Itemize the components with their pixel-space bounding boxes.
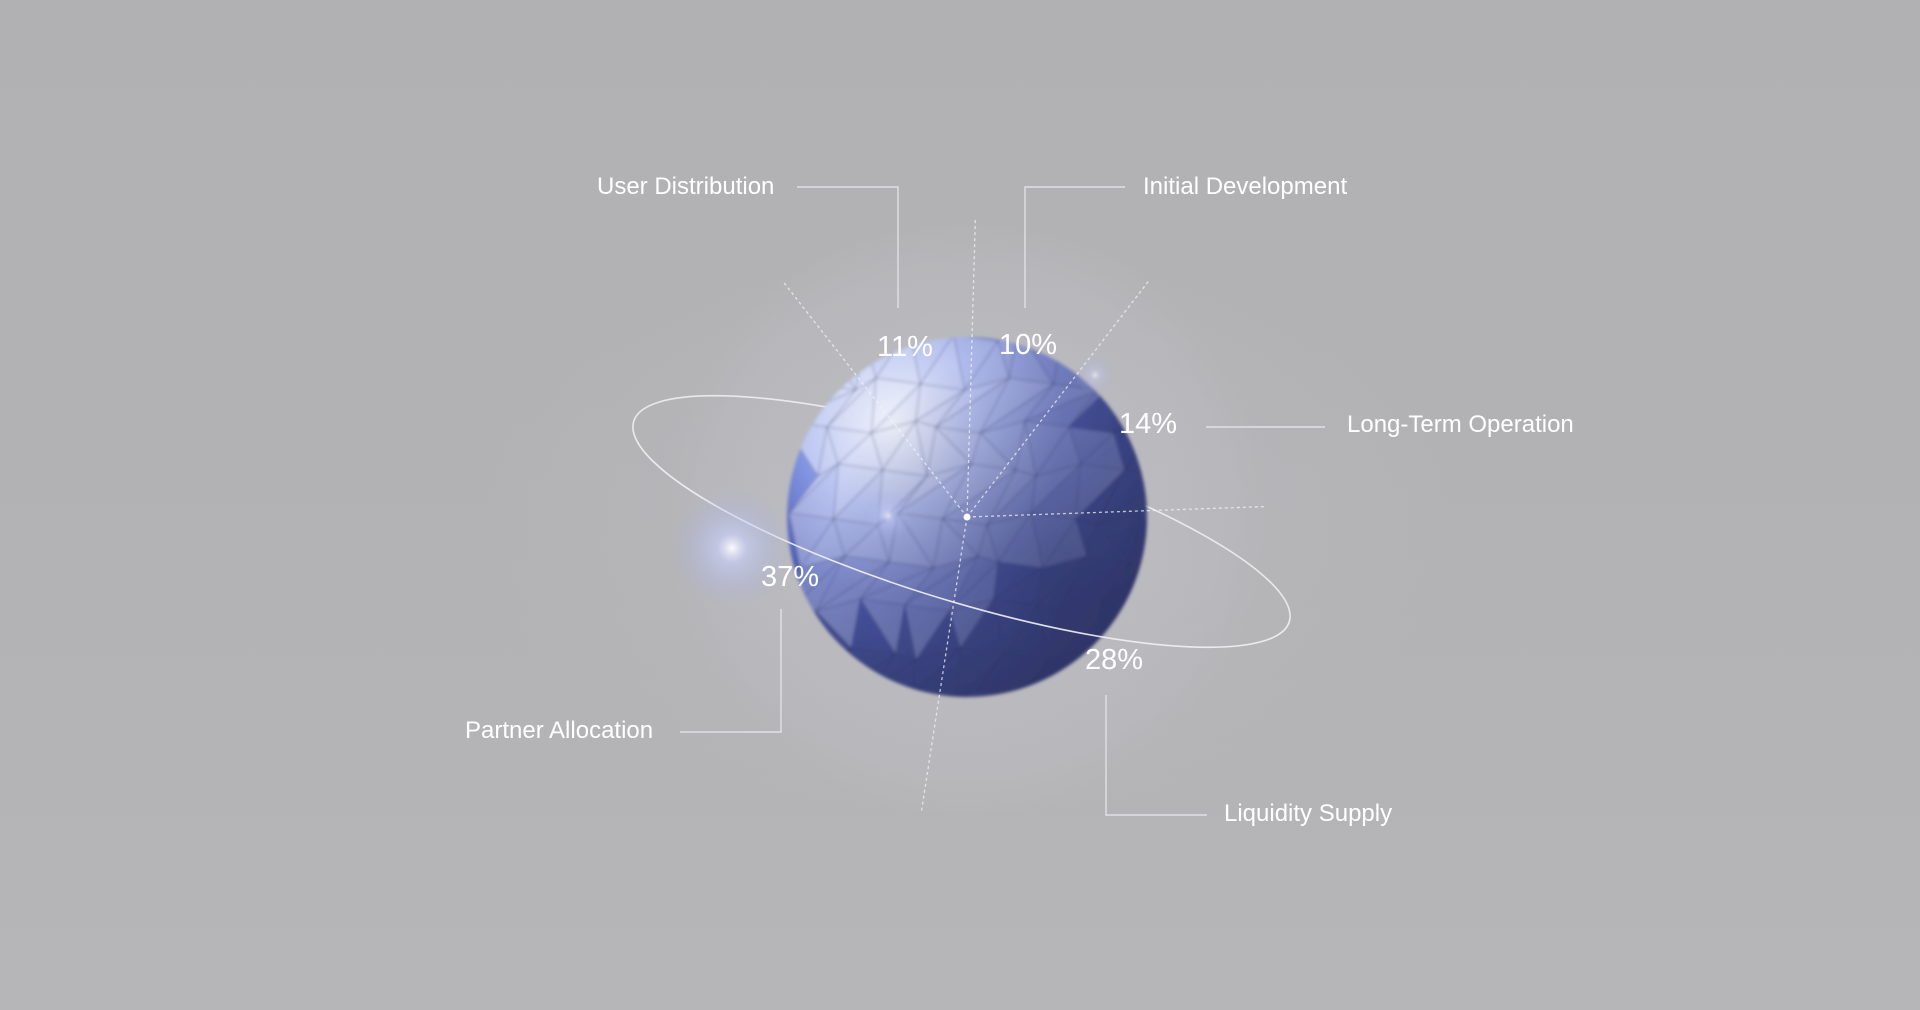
center-dot bbox=[963, 513, 971, 521]
leader-line-partner-allocation bbox=[680, 609, 782, 733]
leader-line-user-distribution bbox=[797, 186, 899, 308]
value-label-user-distribution: 11% bbox=[877, 331, 933, 363]
leader-line-initial-development bbox=[1024, 186, 1125, 308]
slice-divider-initial-development bbox=[966, 217, 977, 518]
label-user-distribution: User Distribution bbox=[597, 173, 774, 200]
label-long-term-operation: Long-Term Operation bbox=[1347, 411, 1574, 438]
glow-light-left bbox=[672, 488, 792, 608]
value-label-partner-allocation: 37% bbox=[761, 561, 819, 593]
label-partner-allocation: Partner Allocation bbox=[465, 717, 653, 744]
value-label-initial-development: 10% bbox=[999, 329, 1057, 361]
leader-line-liquidity-supply bbox=[1105, 695, 1207, 816]
glow-light-top bbox=[1075, 355, 1115, 395]
glow-light-center bbox=[862, 490, 914, 542]
label-initial-development: Initial Development bbox=[1143, 173, 1347, 200]
value-label-liquidity-supply: 28% bbox=[1085, 644, 1143, 676]
slice-divider-user-distribution bbox=[781, 280, 968, 518]
value-label-long-term-operation: 14% bbox=[1119, 408, 1177, 440]
leader-lines bbox=[680, 186, 1325, 816]
slice-divider-liquidity-supply bbox=[966, 505, 1267, 518]
slice-divider-long-term-operation bbox=[966, 278, 1151, 518]
label-liquidity-supply: Liquidity Supply bbox=[1224, 800, 1392, 827]
slice-divider-partner-allocation bbox=[920, 516, 968, 814]
slice-divider-rays bbox=[781, 217, 1267, 814]
